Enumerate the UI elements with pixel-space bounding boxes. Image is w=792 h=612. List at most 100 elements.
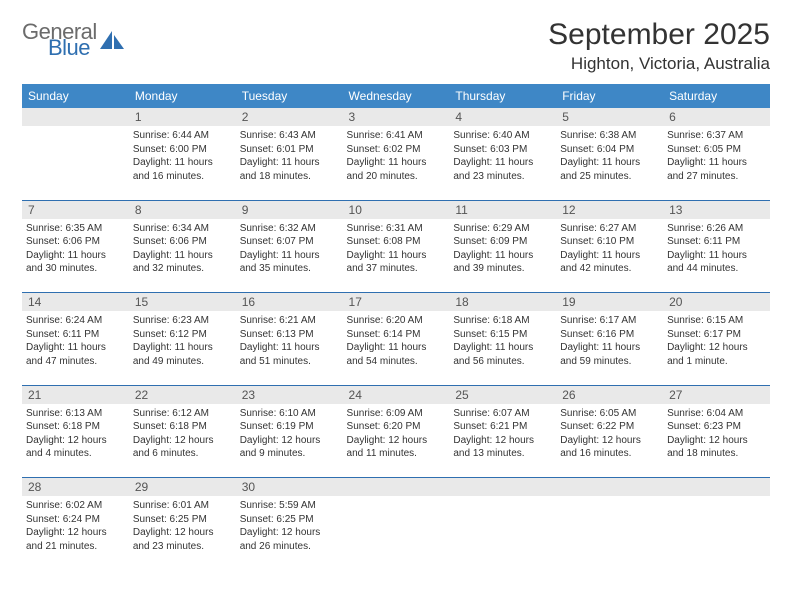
day-cell: Sunrise: 6:31 AMSunset: 6:08 PMDaylight:… xyxy=(343,219,450,293)
day-number xyxy=(22,108,129,126)
day-number: 20 xyxy=(663,293,770,312)
day-cell: Sunrise: 6:37 AMSunset: 6:05 PMDaylight:… xyxy=(663,126,770,200)
day-cell: Sunrise: 6:35 AMSunset: 6:06 PMDaylight:… xyxy=(22,219,129,293)
day-cell: Sunrise: 6:23 AMSunset: 6:12 PMDaylight:… xyxy=(129,311,236,385)
day-cell: Sunrise: 6:27 AMSunset: 6:10 PMDaylight:… xyxy=(556,219,663,293)
week-content-row: Sunrise: 6:24 AMSunset: 6:11 PMDaylight:… xyxy=(22,311,770,385)
week-content-row: Sunrise: 6:13 AMSunset: 6:18 PMDaylight:… xyxy=(22,404,770,478)
day-number: 12 xyxy=(556,200,663,219)
weekday-friday: Friday xyxy=(556,84,663,108)
day-number: 16 xyxy=(236,293,343,312)
day-number: 1 xyxy=(129,108,236,126)
weekday-wednesday: Wednesday xyxy=(343,84,450,108)
day-cell: Sunrise: 6:05 AMSunset: 6:22 PMDaylight:… xyxy=(556,404,663,478)
day-number-row: 78910111213 xyxy=(22,200,770,219)
day-cell xyxy=(663,496,770,570)
day-cell-text: Sunrise: 6:38 AMSunset: 6:04 PMDaylight:… xyxy=(560,129,659,183)
brand-text: General Blue xyxy=(22,22,97,58)
day-cell-text: Sunrise: 6:43 AMSunset: 6:01 PMDaylight:… xyxy=(240,129,339,183)
day-cell: Sunrise: 6:01 AMSunset: 6:25 PMDaylight:… xyxy=(129,496,236,570)
week-content-row: Sunrise: 6:02 AMSunset: 6:24 PMDaylight:… xyxy=(22,496,770,570)
day-cell: Sunrise: 6:24 AMSunset: 6:11 PMDaylight:… xyxy=(22,311,129,385)
day-number-row: 282930 xyxy=(22,478,770,497)
day-cell: Sunrise: 6:43 AMSunset: 6:01 PMDaylight:… xyxy=(236,126,343,200)
day-cell-text: Sunrise: 6:18 AMSunset: 6:15 PMDaylight:… xyxy=(453,314,552,368)
day-cell: Sunrise: 6:41 AMSunset: 6:02 PMDaylight:… xyxy=(343,126,450,200)
day-cell: Sunrise: 6:34 AMSunset: 6:06 PMDaylight:… xyxy=(129,219,236,293)
brand-logo: General Blue xyxy=(22,18,125,58)
day-cell-text: Sunrise: 6:27 AMSunset: 6:10 PMDaylight:… xyxy=(560,222,659,276)
day-number: 14 xyxy=(22,293,129,312)
day-cell: Sunrise: 5:59 AMSunset: 6:25 PMDaylight:… xyxy=(236,496,343,570)
day-cell-text: Sunrise: 6:20 AMSunset: 6:14 PMDaylight:… xyxy=(347,314,446,368)
day-number xyxy=(663,478,770,497)
day-cell-text: Sunrise: 6:34 AMSunset: 6:06 PMDaylight:… xyxy=(133,222,232,276)
day-cell: Sunrise: 6:13 AMSunset: 6:18 PMDaylight:… xyxy=(22,404,129,478)
day-cell: Sunrise: 6:15 AMSunset: 6:17 PMDaylight:… xyxy=(663,311,770,385)
calendar-table: Sunday Monday Tuesday Wednesday Thursday… xyxy=(22,84,770,570)
day-cell-text: Sunrise: 6:37 AMSunset: 6:05 PMDaylight:… xyxy=(667,129,766,183)
day-number: 29 xyxy=(129,478,236,497)
weekday-sunday: Sunday xyxy=(22,84,129,108)
day-number: 2 xyxy=(236,108,343,126)
day-cell-text: Sunrise: 6:04 AMSunset: 6:23 PMDaylight:… xyxy=(667,407,766,461)
day-number: 6 xyxy=(663,108,770,126)
day-cell xyxy=(22,126,129,200)
day-number: 13 xyxy=(663,200,770,219)
day-number: 18 xyxy=(449,293,556,312)
day-cell-text: Sunrise: 6:32 AMSunset: 6:07 PMDaylight:… xyxy=(240,222,339,276)
brand-blue: Blue xyxy=(48,38,97,58)
day-number: 25 xyxy=(449,385,556,404)
day-cell-text: Sunrise: 6:41 AMSunset: 6:02 PMDaylight:… xyxy=(347,129,446,183)
day-cell: Sunrise: 6:07 AMSunset: 6:21 PMDaylight:… xyxy=(449,404,556,478)
weekday-monday: Monday xyxy=(129,84,236,108)
day-number: 19 xyxy=(556,293,663,312)
day-number: 17 xyxy=(343,293,450,312)
day-number: 27 xyxy=(663,385,770,404)
day-number: 23 xyxy=(236,385,343,404)
day-cell-text: Sunrise: 6:23 AMSunset: 6:12 PMDaylight:… xyxy=(133,314,232,368)
day-number: 7 xyxy=(22,200,129,219)
day-cell-text: Sunrise: 6:17 AMSunset: 6:16 PMDaylight:… xyxy=(560,314,659,368)
day-cell-text: Sunrise: 6:13 AMSunset: 6:18 PMDaylight:… xyxy=(26,407,125,461)
day-cell-text: Sunrise: 6:21 AMSunset: 6:13 PMDaylight:… xyxy=(240,314,339,368)
day-cell: Sunrise: 6:38 AMSunset: 6:04 PMDaylight:… xyxy=(556,126,663,200)
day-cell-text: Sunrise: 6:10 AMSunset: 6:19 PMDaylight:… xyxy=(240,407,339,461)
week-content-row: Sunrise: 6:35 AMSunset: 6:06 PMDaylight:… xyxy=(22,219,770,293)
day-number xyxy=(343,478,450,497)
day-number: 30 xyxy=(236,478,343,497)
header: General Blue September 2025 Highton, Vic… xyxy=(22,18,770,74)
day-cell-text: Sunrise: 6:02 AMSunset: 6:24 PMDaylight:… xyxy=(26,499,125,553)
day-cell: Sunrise: 6:44 AMSunset: 6:00 PMDaylight:… xyxy=(129,126,236,200)
day-number: 21 xyxy=(22,385,129,404)
week-content-row: Sunrise: 6:44 AMSunset: 6:00 PMDaylight:… xyxy=(22,126,770,200)
day-cell-text: Sunrise: 6:29 AMSunset: 6:09 PMDaylight:… xyxy=(453,222,552,276)
day-number xyxy=(556,478,663,497)
day-cell-text: Sunrise: 6:35 AMSunset: 6:06 PMDaylight:… xyxy=(26,222,125,276)
day-number: 22 xyxy=(129,385,236,404)
day-cell: Sunrise: 6:21 AMSunset: 6:13 PMDaylight:… xyxy=(236,311,343,385)
day-cell-text: Sunrise: 6:07 AMSunset: 6:21 PMDaylight:… xyxy=(453,407,552,461)
day-cell xyxy=(556,496,663,570)
day-number: 15 xyxy=(129,293,236,312)
day-cell-text: Sunrise: 6:26 AMSunset: 6:11 PMDaylight:… xyxy=(667,222,766,276)
day-cell-text: Sunrise: 6:05 AMSunset: 6:22 PMDaylight:… xyxy=(560,407,659,461)
day-cell: Sunrise: 6:20 AMSunset: 6:14 PMDaylight:… xyxy=(343,311,450,385)
day-cell-text: Sunrise: 6:09 AMSunset: 6:20 PMDaylight:… xyxy=(347,407,446,461)
day-cell: Sunrise: 6:26 AMSunset: 6:11 PMDaylight:… xyxy=(663,219,770,293)
day-cell-text: Sunrise: 6:01 AMSunset: 6:25 PMDaylight:… xyxy=(133,499,232,553)
day-cell: Sunrise: 6:40 AMSunset: 6:03 PMDaylight:… xyxy=(449,126,556,200)
day-cell: Sunrise: 6:12 AMSunset: 6:18 PMDaylight:… xyxy=(129,404,236,478)
day-cell-text: Sunrise: 6:12 AMSunset: 6:18 PMDaylight:… xyxy=(133,407,232,461)
day-number: 24 xyxy=(343,385,450,404)
day-number-row: 21222324252627 xyxy=(22,385,770,404)
day-number xyxy=(449,478,556,497)
day-cell: Sunrise: 6:02 AMSunset: 6:24 PMDaylight:… xyxy=(22,496,129,570)
month-title: September 2025 xyxy=(548,18,770,52)
day-number: 5 xyxy=(556,108,663,126)
day-number: 3 xyxy=(343,108,450,126)
day-cell: Sunrise: 6:32 AMSunset: 6:07 PMDaylight:… xyxy=(236,219,343,293)
day-cell-text: Sunrise: 6:31 AMSunset: 6:08 PMDaylight:… xyxy=(347,222,446,276)
day-cell-text: Sunrise: 6:44 AMSunset: 6:00 PMDaylight:… xyxy=(133,129,232,183)
day-cell xyxy=(449,496,556,570)
